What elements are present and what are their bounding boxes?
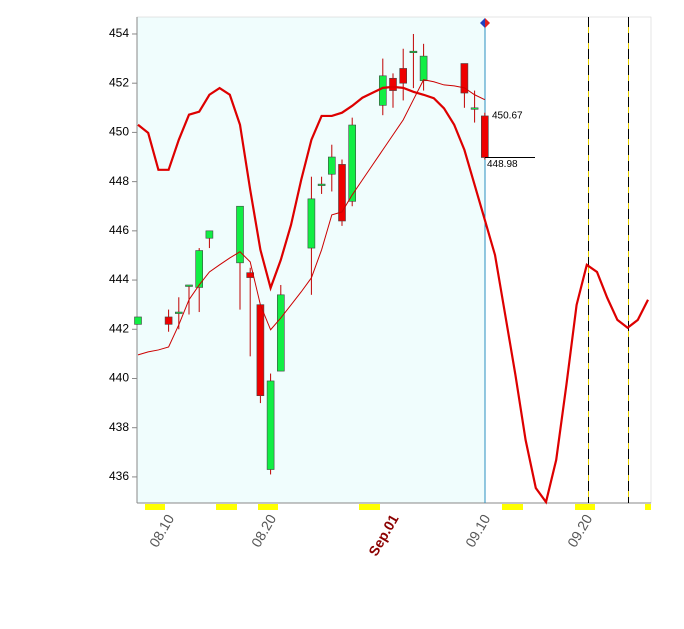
- candle-body: [470, 107, 479, 110]
- x-tick-label: 08.10: [146, 511, 177, 550]
- today-diamond: [480, 18, 485, 28]
- weekend-marker: [216, 504, 237, 510]
- x-tick-label: 09.10: [462, 511, 493, 550]
- weekend-marker: [359, 504, 380, 510]
- y-tick-label: 444: [109, 272, 129, 286]
- price-label: 448.98: [487, 159, 518, 170]
- candle-body: [256, 304, 265, 397]
- y-tick-label: 454: [109, 26, 129, 40]
- x-tick-label: 09.20: [564, 511, 595, 550]
- y-tick-label: 450: [109, 125, 129, 139]
- candle-body: [276, 294, 285, 372]
- x-tick-label: Sep.01: [365, 511, 402, 558]
- candle-body: [389, 77, 397, 91]
- y-tick-label: 446: [109, 223, 129, 237]
- plot: 436 438 440 442 444 446 448 450 452 454 08.10 08.20…: [109, 26, 649, 559]
- trend-line: [137, 85, 649, 505]
- candle-body: [175, 311, 183, 314]
- y-tick-label: 438: [109, 420, 129, 434]
- candle-body: [399, 68, 408, 84]
- y-tick-label: 448: [109, 174, 129, 188]
- candle-body: [134, 316, 142, 325]
- today-diamond: [485, 18, 490, 28]
- candle-body: [266, 380, 275, 470]
- candle-body: [236, 205, 244, 264]
- y-tick-label: 442: [109, 321, 129, 335]
- y-tick-label: 436: [109, 469, 129, 483]
- trend-line: [137, 79, 486, 356]
- candle-body: [185, 284, 193, 287]
- candle-body: [307, 198, 316, 249]
- candle-body: [409, 50, 418, 54]
- candle-body: [480, 115, 489, 158]
- candle-body: [348, 124, 357, 202]
- price-label: 450.67: [492, 111, 523, 122]
- weekend-marker: [145, 504, 165, 510]
- candle-body: [327, 156, 336, 175]
- x-tick-label: 08.20: [248, 511, 279, 550]
- weekend-marker: [575, 504, 595, 510]
- candle-body: [378, 75, 387, 106]
- weekend-markers: [145, 504, 651, 510]
- candle-body: [205, 230, 214, 239]
- candle-body: [419, 55, 428, 82]
- y-tick-label: 440: [109, 371, 129, 385]
- weekend-marker: [645, 504, 651, 510]
- candle-body: [164, 316, 173, 325]
- candle-body: [460, 63, 469, 94]
- y-tick-label: 452: [109, 75, 129, 89]
- candle-body: [338, 164, 346, 222]
- weekend-marker: [502, 504, 523, 510]
- weekend-marker: [258, 504, 278, 510]
- candle-body: [195, 250, 203, 288]
- candle-body: [317, 183, 326, 186]
